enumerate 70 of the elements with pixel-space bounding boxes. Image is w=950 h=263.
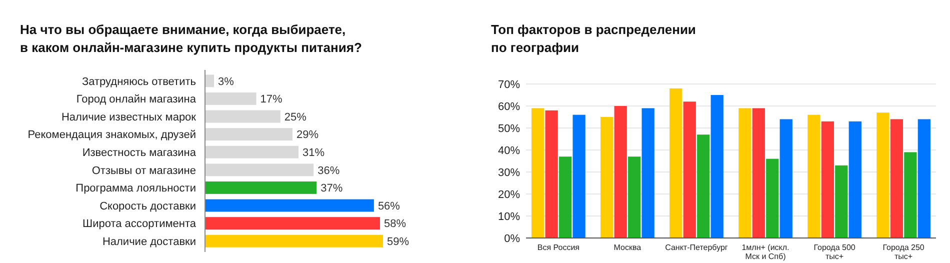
bar [205,164,314,176]
y-tick-label: 20% [498,188,520,201]
bar [205,199,374,212]
y-tick-label: Программа лояльности [76,182,196,195]
data-label: 36% [318,164,340,177]
bar [890,119,904,238]
bar [600,117,614,238]
bar [558,156,572,238]
bar [683,102,696,238]
bar [532,108,544,238]
y-tick-label: 30% [498,166,520,179]
x-tick-label: Вся Россия [537,243,580,252]
bar [205,234,383,248]
y-tick-label: 70% [498,78,520,91]
bar [205,92,256,105]
bar [205,74,214,88]
data-label: 25% [284,111,307,124]
y-tick-label: Известность магазина [82,146,197,159]
y-tick-label: Наличие известных марок [61,111,196,124]
y-tick-label: 40% [498,144,520,157]
bar [780,119,792,238]
x-tick-label: Москва [614,243,642,252]
data-label: 17% [260,94,283,106]
bar [876,112,890,238]
y-tick-label: Затрудняюсь ответить [82,76,196,88]
bar [205,217,380,230]
bar [205,181,317,194]
bar [821,121,834,238]
bar [710,95,724,238]
y-tick-label: 50% [498,122,520,135]
y-tick-label: 10% [498,210,520,223]
x-tick-label: Города 250 тыс+ [882,243,925,261]
bar [697,134,710,238]
chart-title: Топ факторов в распределении по географии [491,22,696,55]
bar [670,88,682,238]
bar [848,121,862,238]
y-tick-label: Рекомендация знакомых, друзей [28,129,196,142]
data-label: 3% [218,76,234,88]
y-tick-label: Город онлайн магазина [76,94,197,106]
bar [738,108,752,238]
data-label: 56% [378,200,400,212]
bar [752,108,765,238]
x-tick-label: 1млн+ (искл. Мск и Спб) [742,243,790,261]
data-label: 37% [320,182,343,195]
data-label: 31% [302,146,325,159]
data-label: 58% [384,218,406,230]
y-tick-label: 60% [498,100,520,113]
bar [918,119,930,238]
bar [904,152,917,238]
bar [628,156,641,238]
chart-title: На что вы обращаете внимание, когда выбираете, в каком онлайн-магазине купить продукты питания? [20,22,362,55]
bar [766,158,779,238]
bar [205,128,292,141]
y-tick-label: Широта ассортимента [82,218,197,230]
data-label: 59% [387,236,410,248]
bar [642,108,654,238]
y-tick-label: 0% [504,232,520,245]
bar [545,110,558,238]
x-tick-label: Города 500 тыс+ [814,243,856,261]
data-label: 29% [296,129,319,142]
bar [205,110,280,123]
bar [835,165,848,238]
bar [205,146,299,158]
y-tick-label: Скорость доставки [100,200,196,212]
bar [572,114,586,238]
bar [614,106,627,238]
x-tick-label: Санкт-Петербург [665,243,728,252]
y-tick-label: Наличие доставки [102,236,196,248]
y-tick-label: Отзывы от магазине [92,164,196,177]
bar [808,114,820,238]
